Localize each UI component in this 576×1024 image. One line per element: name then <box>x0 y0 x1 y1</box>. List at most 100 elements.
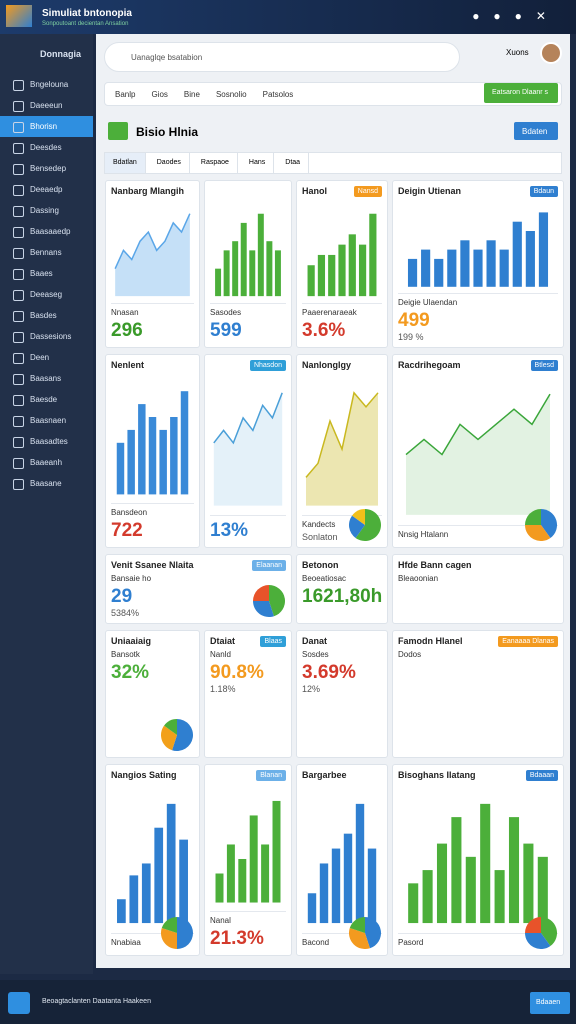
bar <box>274 250 281 297</box>
pie-chart <box>525 917 557 949</box>
bar <box>317 254 326 297</box>
badge[interactable]: Nansd <box>353 186 382 197</box>
pie-slice <box>349 515 365 538</box>
window-controls[interactable]: ●●●✕ <box>472 9 560 23</box>
bar <box>179 839 188 924</box>
section-title: Bisio Hlnia <box>136 125 199 139</box>
bar <box>170 417 178 495</box>
sidebar-item[interactable]: Dassesions <box>0 326 93 347</box>
filter[interactable]: Banlp <box>115 90 136 99</box>
tab[interactable]: Raspaoe <box>193 153 238 173</box>
pie-slice <box>172 719 193 751</box>
bar <box>307 893 317 924</box>
badge[interactable]: Bdaaan <box>525 770 558 781</box>
bar <box>465 856 476 924</box>
sidebar-item[interactable]: Basdes <box>0 305 93 326</box>
bar <box>436 843 448 924</box>
bar <box>460 240 470 287</box>
sidebar-item[interactable]: Baaes <box>0 263 93 284</box>
tab[interactable]: Bdatlan <box>105 153 146 173</box>
taskbar-button[interactable]: Bdaaen <box>530 992 570 1014</box>
bar <box>358 244 367 297</box>
taskbar: Beoagtaclanten Daatanta Haakeen Bdaaen <box>0 980 576 1024</box>
stat-label: Bacond <box>302 938 330 947</box>
badge[interactable]: Blanan <box>256 770 286 781</box>
stat-value: 296 <box>111 320 143 341</box>
filter[interactable]: Patsolos <box>262 90 294 99</box>
start-icon[interactable] <box>8 992 30 1014</box>
card: Nanlonglgy Kandects Sonlaton <box>296 354 388 548</box>
line <box>406 394 550 454</box>
filter[interactable]: Sosnolio <box>215 90 247 99</box>
mini-chart <box>111 200 194 304</box>
bar <box>367 848 377 924</box>
section-button[interactable]: Bdaten <box>514 122 558 140</box>
stat-value: 722 <box>111 520 143 541</box>
sidebar-item[interactable]: Deen <box>0 347 93 368</box>
tab[interactable]: Hans <box>241 153 275 173</box>
stat-label: Bansotk <box>111 650 140 659</box>
badge[interactable]: Bdaun <box>529 186 558 197</box>
card: Dtaiat Blaas Nanld 90.8% 1.18% <box>204 630 292 758</box>
sidebar-item[interactable]: Baaeanh <box>0 452 93 473</box>
bar <box>328 254 336 297</box>
action-button[interactable]: Eatsaron Dlaanr s <box>484 83 558 103</box>
card: Bargarbee Bacond <box>296 764 388 956</box>
bar <box>116 442 125 495</box>
sidebar-item[interactable]: Baesde <box>0 389 93 410</box>
stat-value: 29 <box>111 586 133 607</box>
badge[interactable]: Blaas <box>260 636 286 647</box>
bar <box>499 249 509 287</box>
bar <box>223 250 230 297</box>
sidebar-item[interactable]: Baasans <box>0 368 93 389</box>
sidebar-item[interactable]: Deeaedp <box>0 179 93 200</box>
badge[interactable]: Eanaaaa Dlanas <box>498 636 558 647</box>
sidebar-item[interactable]: Baasnaen <box>0 410 93 431</box>
sidebar-item[interactable]: Deeaseg <box>0 284 93 305</box>
main: Uanaglqe bsatabion Xuons Banlp Gios Bine So… <box>96 34 570 968</box>
card: Sasodes 599 <box>204 180 292 348</box>
tab[interactable]: Dtaa <box>277 153 310 173</box>
stat-label: Bansaie ho <box>111 574 152 583</box>
stat-label: Kandects <box>302 520 336 529</box>
badge[interactable]: Btlesd <box>530 360 558 371</box>
card-title: Uniaaiaig <box>111 636 152 646</box>
pie-slice <box>525 509 541 525</box>
card: Hanol Nansd Paaerenaraeak 3.6% <box>296 180 388 348</box>
sidebar-item[interactable]: Baasane <box>0 473 93 494</box>
mini-chart <box>210 374 286 516</box>
bar <box>261 844 270 903</box>
card-title: Dtaiat <box>210 636 236 646</box>
card: Venit Ssanee Nlaita Elaanan Bansaie ho 29 53… <box>105 554 292 624</box>
sidebar-item[interactable]: Bennans <box>0 242 93 263</box>
avatar[interactable] <box>540 42 562 64</box>
badge[interactable]: Nhasdon <box>249 360 286 371</box>
pie-slice <box>525 917 541 933</box>
card: Blanan Nanal 21.3% <box>204 764 292 956</box>
bar <box>348 234 356 297</box>
card: Betonon Beoeatiosac 1621,80h <box>296 554 388 624</box>
sidebar-item[interactable]: Dassing <box>0 200 93 221</box>
bar <box>141 863 151 924</box>
sidebar-item[interactable]: Baasaaedp <box>0 221 93 242</box>
sidebar-item[interactable]: Baasadtes <box>0 431 93 452</box>
sidebar-item[interactable]: Deesdes <box>0 137 93 158</box>
filter[interactable]: Bine <box>183 90 200 99</box>
bar <box>331 848 341 924</box>
sidebar-item[interactable]: Daeeeun <box>0 95 93 116</box>
search-box[interactable]: Uanaglqe bsatabion <box>104 42 460 72</box>
area <box>306 392 378 506</box>
sidebar-item[interactable]: Bensedep <box>0 158 93 179</box>
filter[interactable]: Gios <box>151 90 168 99</box>
stat-label: Bleaoonian <box>398 574 439 583</box>
stat-extra: Sonlaton <box>302 532 338 542</box>
card: Nenlent Bansdeon 722 <box>105 354 200 548</box>
card: Nhasdon 13% <box>204 354 292 548</box>
sidebar-item[interactable]: Bhorisn <box>0 116 93 137</box>
tab[interactable]: Daodes <box>149 153 190 173</box>
badge[interactable]: Elaanan <box>252 560 286 571</box>
sidebar-item[interactable]: Bngelouna <box>0 74 93 95</box>
pie-slice <box>355 509 381 541</box>
stat-value: 32% <box>111 662 150 683</box>
bar <box>117 899 126 924</box>
